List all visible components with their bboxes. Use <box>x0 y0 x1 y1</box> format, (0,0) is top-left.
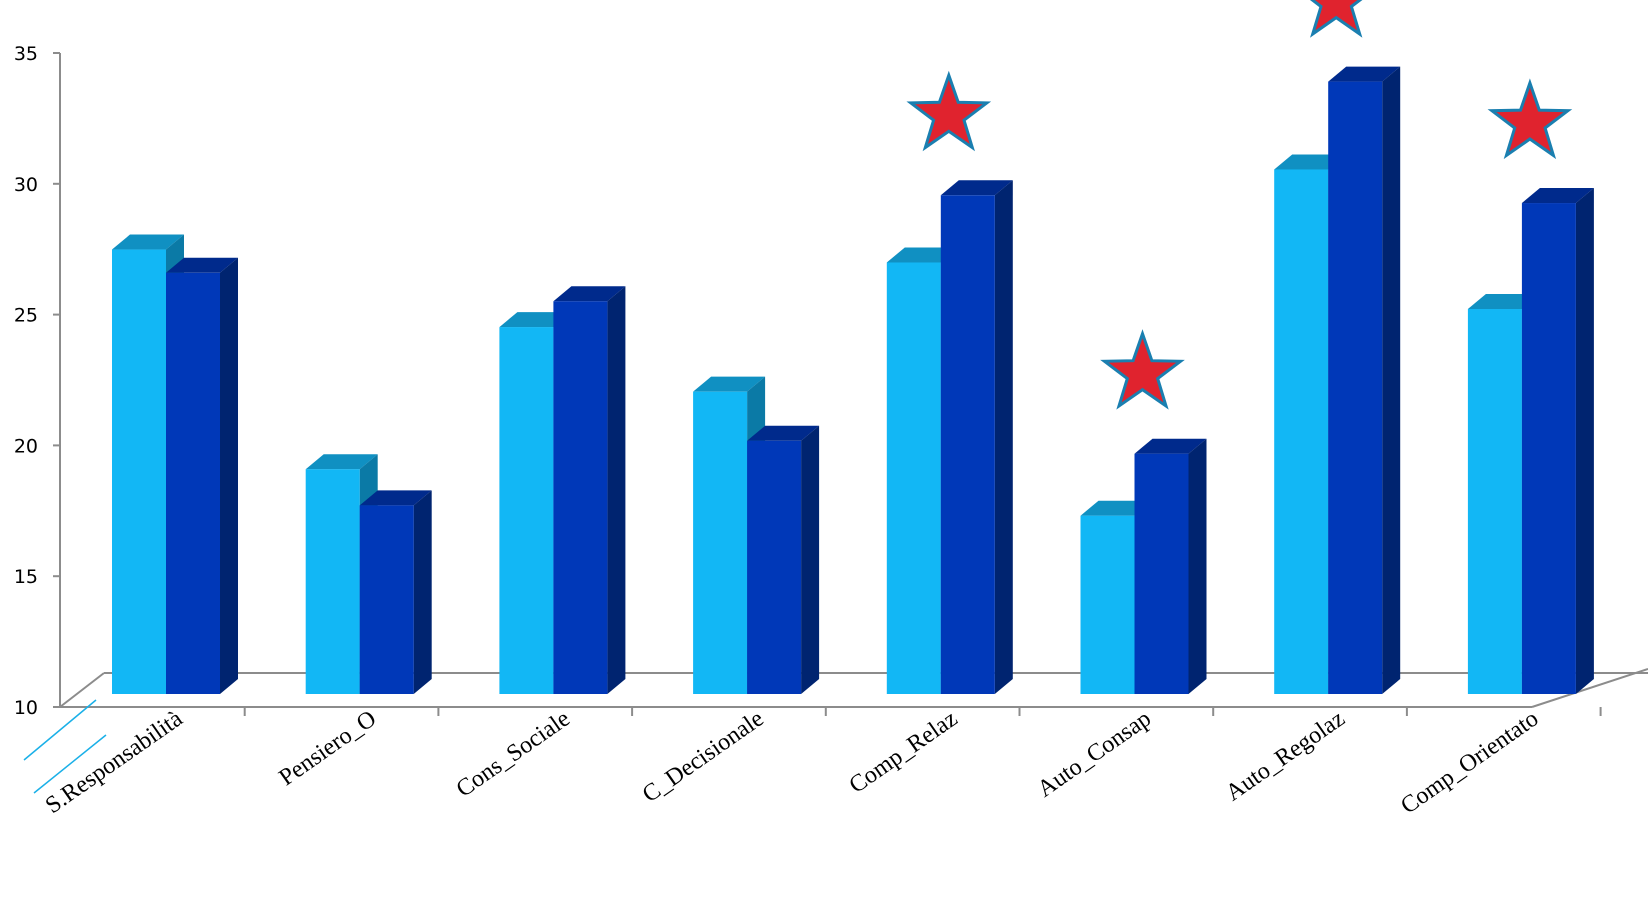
bar-series2-7 <box>1522 188 1594 694</box>
bar-series1-2-front <box>499 327 553 694</box>
bar-series1-7-front <box>1468 309 1522 694</box>
bar-series2-5-front <box>1135 454 1189 694</box>
floor-left-edge <box>60 673 104 707</box>
bar-series1-6-front <box>1274 169 1328 694</box>
y-tick-label: 15 <box>14 566 38 588</box>
bar-series1-1-front <box>306 469 360 694</box>
bar-series2-4-front <box>941 195 995 694</box>
significance-star-icon <box>1298 0 1374 34</box>
y-tick-label: 25 <box>14 305 38 327</box>
bar-series1-5-front <box>1081 516 1135 694</box>
bar-series2-4-side <box>995 180 1013 694</box>
bar-series2-2 <box>553 286 625 694</box>
bar-series1-3-front <box>693 392 747 694</box>
x-category-label: Comp_Relaz <box>845 706 963 799</box>
bar-series2-1 <box>360 490 432 694</box>
x-category-label: S.Responsabilità <box>41 705 188 819</box>
bar-series2-2-side <box>607 286 625 694</box>
x-category-label: Comp_Orientato <box>1396 706 1543 820</box>
significance-star-icon <box>1105 334 1181 406</box>
bar-series2-0 <box>166 258 238 694</box>
bar-series2-0-side <box>220 258 238 694</box>
bar-series2-0-front <box>166 273 220 694</box>
bar-series2-4 <box>941 180 1013 694</box>
y-tick-label: 10 <box>14 697 38 719</box>
bar-series2-5-side <box>1189 439 1207 694</box>
chart-bars <box>112 67 1594 694</box>
bar-series2-6-front <box>1328 82 1382 694</box>
bar-series2-3-side <box>801 426 819 694</box>
bar-series2-3 <box>747 426 819 694</box>
bar-series2-3-front <box>747 441 801 694</box>
y-tick-label: 20 <box>14 435 38 457</box>
x-category-label: Cons_Sociale <box>452 706 575 803</box>
x-category-label: C_Decisionale <box>638 706 769 808</box>
bar-series2-5 <box>1135 439 1207 694</box>
bar-series2-7-side <box>1576 188 1594 694</box>
bar-series2-1-side <box>414 490 432 694</box>
chart-floor <box>60 669 1648 707</box>
x-category-label: Pensiero_O <box>274 706 381 792</box>
category-labels: S.Responsabilità Pensiero_O Cons_Sociale C_… <box>41 705 1543 819</box>
significance-star-icon <box>1492 83 1568 155</box>
x-category-label: Auto_Regolaz <box>1221 706 1349 807</box>
bar-series1-0-front <box>112 250 166 694</box>
bar-series2-2-front <box>553 301 607 694</box>
y-tick-label: 30 <box>14 174 38 196</box>
bar-series2-1-front <box>360 505 414 694</box>
significance-star-icon <box>911 75 987 147</box>
x-category-label: Auto_Consap <box>1033 706 1156 803</box>
bar-series2-7-front <box>1522 203 1576 694</box>
y-tick-label: 35 <box>14 43 38 65</box>
bar-series1-4-front <box>887 262 941 694</box>
bar-series2-6 <box>1328 67 1400 694</box>
bar-series2-6-side <box>1382 67 1400 694</box>
